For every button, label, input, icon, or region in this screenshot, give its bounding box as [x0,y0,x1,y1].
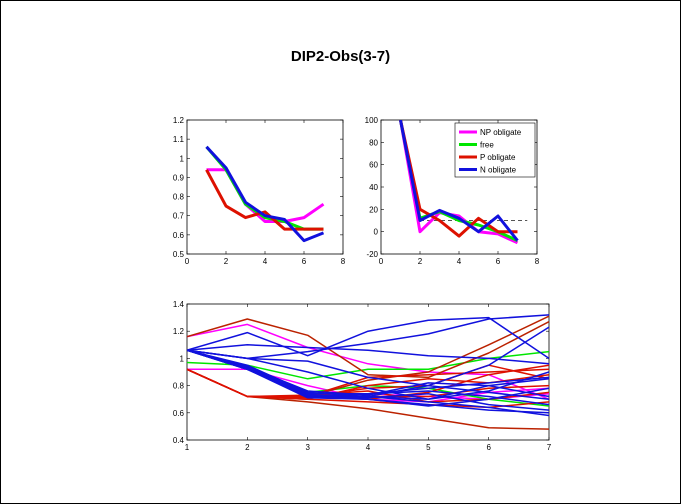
top-left-axes: 0 2 4 6 8 0.5 0.6 0.7 0.8 0.9 1 1.1 1.2 [173,116,346,266]
legend-label: P obligate [480,153,516,162]
y-tick-label: 40 [369,183,378,192]
x-tick-label: 8 [535,257,540,266]
series-line-p-obligate [205,169,324,231]
y-tick-label: 0.6 [173,409,185,418]
y-tick-label: 0.7 [173,212,185,221]
series-line-dark-red [187,318,549,379]
x-tick-label: 5 [426,443,431,452]
series-line-n-obligate [187,349,549,400]
series-line-n-obligate [187,344,549,365]
y-tick-label: 1.2 [173,116,185,125]
series-line-p-obligate [399,120,518,238]
x-tick-label: 2 [245,443,250,452]
x-tick-label: 0 [379,257,384,266]
x-tick-label: 2 [224,257,229,266]
x-tick-label: 4 [457,257,462,266]
y-tick-label: 1.4 [173,300,185,309]
series-group [205,145,325,243]
figure-title: DIP2-Obs(3-7) [290,48,391,65]
y-tick-label: 1 [180,154,185,163]
y-tick-label: 0.4 [173,436,185,445]
series-line-n-obligate [187,349,549,411]
x-tick-label: 6 [496,257,501,266]
series-line-n-obligate [187,316,549,360]
legend: NP obligate free P obligate N obligate [454,122,536,178]
y-tick-label: 20 [369,205,378,214]
bottom-axes: 1 2 3 4 5 6 7 0.4 0.6 0.8 1 1.2 1.4 [173,300,552,452]
x-tick-label: 7 [547,443,552,452]
x-tick-label: 0 [185,257,190,266]
y-tick-label: 0.9 [173,173,185,182]
y-tick-label: 0.8 [173,193,185,202]
x-tick-label: 4 [263,257,268,266]
y-tick-label: -20 [366,250,378,259]
y-tick-label: 0.5 [173,250,185,259]
y-tick-label: 0 [374,228,379,237]
series-group [187,314,549,430]
axes-box [186,119,344,255]
x-tick-label: 8 [341,257,346,266]
x-tick-label: 3 [305,443,310,452]
x-tick-label: 1 [185,443,190,452]
y-tick-label: 0.6 [173,231,185,240]
series-line-np-obligate [399,120,519,245]
y-tick-label: 1.2 [173,327,185,336]
y-tick-label: 0.8 [173,382,185,391]
x-tick-label: 6 [486,443,491,452]
legend-label: free [480,141,494,150]
y-tick-label: 1.1 [173,135,185,144]
y-tick-label: 80 [369,138,378,147]
series-line-n-obligate [187,349,549,400]
x-tick-label: 6 [302,257,307,266]
y-tick-label: 100 [365,116,379,125]
series-line-n-obligate [205,145,325,243]
x-tick-label: 2 [418,257,423,266]
y-tick-label: 1 [180,354,185,363]
series-line-n-obligate [399,120,519,242]
y-tick-label: 60 [369,161,378,170]
legend-label: N obligate [480,166,517,175]
series-group [399,120,528,245]
x-tick-label: 4 [366,443,371,452]
legend-label: NP obligate [480,128,522,137]
